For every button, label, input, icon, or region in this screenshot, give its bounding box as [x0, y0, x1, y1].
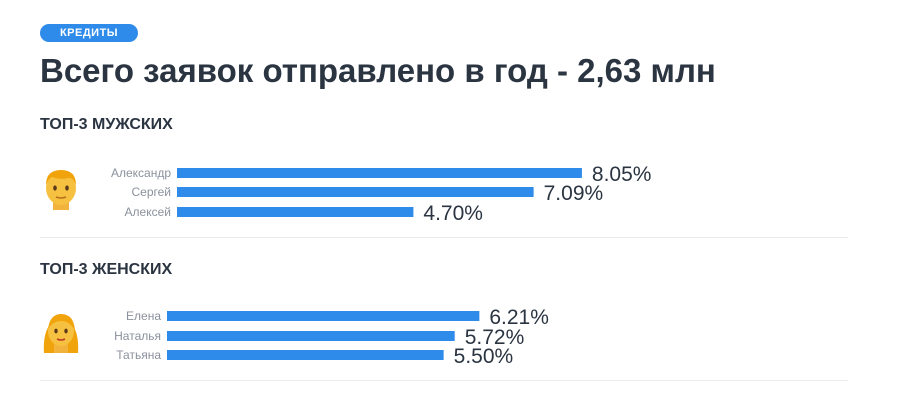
woman-emoji-icon: [43, 314, 79, 353]
bar: [167, 331, 455, 341]
category-label: Татьяна: [116, 348, 161, 362]
category-label: Елена: [126, 309, 161, 323]
value-label: 4.70%: [423, 202, 483, 225]
value-label: 5.50%: [454, 345, 514, 368]
value-label: 6.21%: [489, 306, 549, 329]
man-emoji-icon: [46, 170, 76, 210]
section-title-male: ТОП-3 МУЖСКИХ: [40, 116, 173, 133]
category-badge: КРЕДИТЫ: [40, 24, 138, 42]
bar: [177, 207, 414, 217]
category-label: Наталья: [114, 329, 161, 343]
category-label: Сергей: [131, 185, 171, 199]
section-divider: [40, 380, 848, 381]
value-label: 7.09%: [544, 182, 604, 205]
category-label: Александр: [111, 166, 171, 180]
section-title-female: ТОП-3 ЖЕНСКИХ: [40, 261, 173, 278]
page-title: Всего заявок отправлено в год - 2,63 млн: [40, 52, 716, 89]
category-label: Алексей: [125, 205, 171, 219]
section-divider: [40, 237, 848, 238]
value-label: 8.05%: [592, 163, 652, 186]
bar: [167, 311, 480, 321]
value-label: 5.72%: [465, 326, 525, 349]
bar: [177, 187, 534, 197]
bar: [167, 350, 444, 360]
bar: [177, 168, 582, 178]
